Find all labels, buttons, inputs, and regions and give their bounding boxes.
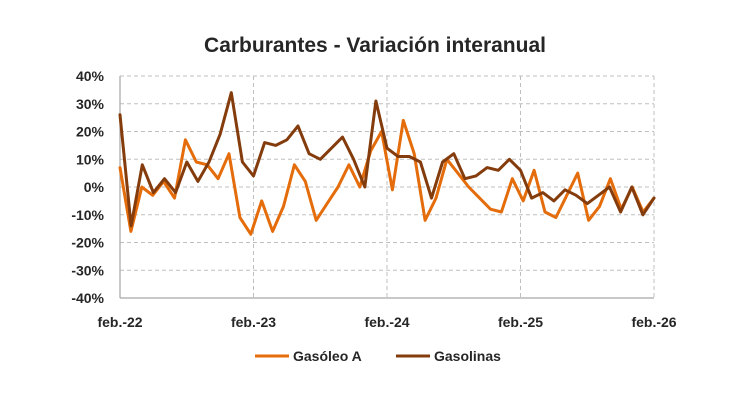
y-tick-label: -30% bbox=[71, 262, 104, 278]
y-tick-label: -20% bbox=[71, 235, 104, 251]
y-tick-label: 10% bbox=[76, 151, 105, 167]
x-tick-label: feb.-26 bbox=[631, 314, 676, 330]
legend-label-gasolinas: Gasolinas bbox=[434, 348, 501, 364]
legend-label-gasoleo-a: Gasóleo A bbox=[293, 348, 362, 364]
y-tick-label: -10% bbox=[71, 207, 104, 223]
y-tick-label: 20% bbox=[76, 124, 105, 140]
series-line-gasoleo-a bbox=[118, 118, 656, 236]
y-tick-label: 0% bbox=[84, 179, 105, 195]
x-tick-label: feb.-24 bbox=[364, 314, 409, 330]
chart-title: Carburantes - Variación interanual bbox=[204, 34, 546, 57]
y-tick-label: -40% bbox=[71, 290, 104, 306]
x-tick-label: feb.-23 bbox=[231, 314, 276, 330]
x-tick-label: feb.-22 bbox=[97, 314, 142, 330]
series-line-gasolinas bbox=[118, 91, 656, 228]
y-tick-label: 40% bbox=[76, 68, 105, 84]
y-tick-label: 30% bbox=[76, 96, 105, 112]
x-tick-label: feb.-25 bbox=[498, 314, 543, 330]
